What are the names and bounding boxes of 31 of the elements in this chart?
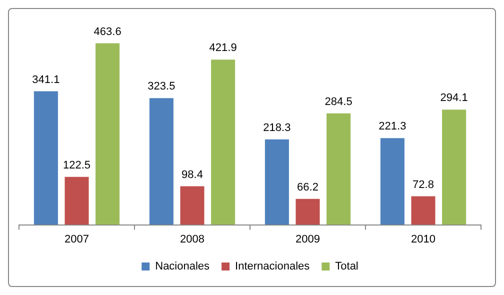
bar <box>96 43 120 225</box>
data-label: 218.3 <box>263 122 291 134</box>
bar <box>149 98 174 225</box>
x-tick-label: 2009 <box>296 233 320 246</box>
bar <box>211 60 236 225</box>
bar <box>411 196 436 225</box>
data-label: 294.1 <box>440 92 468 104</box>
data-label: 66.2 <box>297 181 318 194</box>
data-label: 463.6 <box>94 26 122 38</box>
data-label: 98.4 <box>182 168 203 181</box>
bar <box>380 138 404 225</box>
legend-label: Nacionales <box>155 260 210 273</box>
data-label: 421.9 <box>209 42 237 54</box>
data-label: 72.8 <box>412 178 434 191</box>
bar <box>34 91 58 225</box>
bar <box>296 198 320 225</box>
x-tick-label: 2010 <box>411 233 436 246</box>
legend-label: Internacionales <box>235 260 310 273</box>
legend-label: Total <box>335 260 358 273</box>
bar <box>442 110 466 225</box>
bar <box>180 186 204 225</box>
data-label: 221.3 <box>378 120 406 133</box>
data-label: 284.5 <box>324 96 352 108</box>
x-tick-label: 2008 <box>180 233 204 246</box>
data-label: 323.5 <box>148 80 176 93</box>
data-label: 341.1 <box>32 74 60 86</box>
x-tick-label: 2007 <box>64 233 89 246</box>
bar <box>326 113 351 225</box>
bar <box>264 139 289 225</box>
data-label: 122.5 <box>62 159 91 172</box>
bar <box>64 176 89 225</box>
